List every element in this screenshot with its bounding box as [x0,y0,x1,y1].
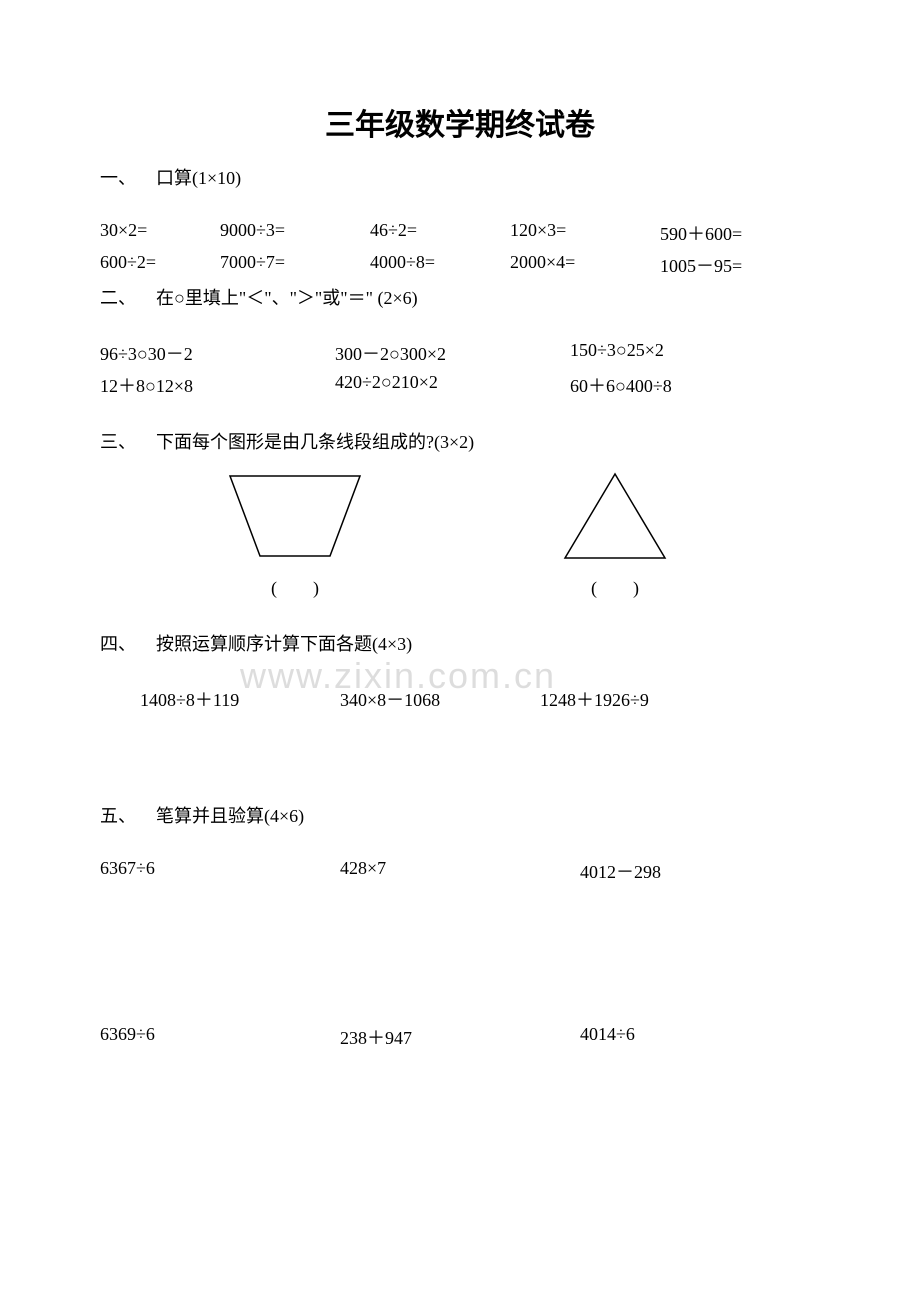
triangle-label: ( ) [550,574,680,600]
problem: 150÷3○25×2 [570,340,770,366]
section2-header: 二、 在○里填上"＜"、"＞"或"＝" (2×6) [100,284,820,310]
section2-row1: 96÷3○30－2 300－2○300×2 150÷3○25×2 [100,340,820,366]
section4-header: 四、 按照运算顺序计算下面各题(4×3) [100,630,820,656]
page-title: 三年级数学期终试卷 [100,100,820,144]
problem: 9000÷3= [220,220,370,246]
trapezoid-shape [220,466,370,566]
section2-row2: 12＋8○12×8 420÷2○210×2 60＋6○400÷8 [100,372,820,398]
section3-num: 三、 [100,428,136,454]
problem: 2000×4= [510,252,660,278]
section3-title: 下面每个图形是由几条线段组成的?(3×2) [156,428,474,454]
section4-row1: 1408÷8＋119 340×8－1068 1248＋1926÷9 [100,686,820,712]
section5-row1: 6367÷6 428×7 4012－298 [100,858,820,884]
problem: 7000÷7= [220,252,370,278]
section5-row2: 6369÷6 238＋947 4014÷6 [100,1024,820,1050]
triangle-block: ( ) [550,466,680,600]
section1-num: 一、 [100,164,136,190]
section2-num: 二、 [100,284,136,310]
trapezoid-block: ( ) [220,466,370,600]
problem: 4000÷8= [370,252,510,278]
shapes-row: ( ) ( ) [220,466,820,600]
section4-num: 四、 [100,630,136,656]
problem: 590＋600= [660,220,820,246]
problem: 1248＋1926÷9 [540,686,740,712]
problem: 60＋6○400÷8 [570,372,770,398]
section1-row2: 600÷2= 7000÷7= 4000÷8= 2000×4= 1005－95= [100,252,820,278]
problem: 4012－298 [580,858,780,884]
section1-row1: 30×2= 9000÷3= 46÷2= 120×3= 590＋600= [100,220,820,246]
problem: 6369÷6 [100,1024,340,1050]
trapezoid-label: ( ) [220,574,370,600]
section3-header: 三、 下面每个图形是由几条线段组成的?(3×2) [100,428,820,454]
problem: 4014÷6 [580,1024,780,1050]
problem: 420÷2○210×2 [335,372,570,398]
problem: 46÷2= [370,220,510,246]
problem: 300－2○300×2 [335,340,570,366]
section5-title: 笔算并且验算(4×6) [156,802,304,828]
problem: 6367÷6 [100,858,340,884]
problem: 238＋947 [340,1024,580,1050]
section5-num: 五、 [100,802,136,828]
triangle-shape [550,466,680,566]
problem: 428×7 [340,858,580,884]
problem: 96÷3○30－2 [100,340,335,366]
section4-title: 按照运算顺序计算下面各题(4×3) [156,630,412,656]
section1-header: 一、 口算(1×10) [100,164,820,190]
problem: 12＋8○12×8 [100,372,335,398]
problem: 1005－95= [660,252,820,278]
section1-title: 口算(1×10) [156,164,241,190]
problem: 1408÷8＋119 [140,686,340,712]
problem: 340×8－1068 [340,686,540,712]
section5-header: 五、 笔算并且验算(4×6) [100,802,820,828]
problem: 600÷2= [100,252,220,278]
problem: 30×2= [100,220,220,246]
section2-title: 在○里填上"＜"、"＞"或"＝" (2×6) [156,284,418,310]
problem: 120×3= [510,220,660,246]
